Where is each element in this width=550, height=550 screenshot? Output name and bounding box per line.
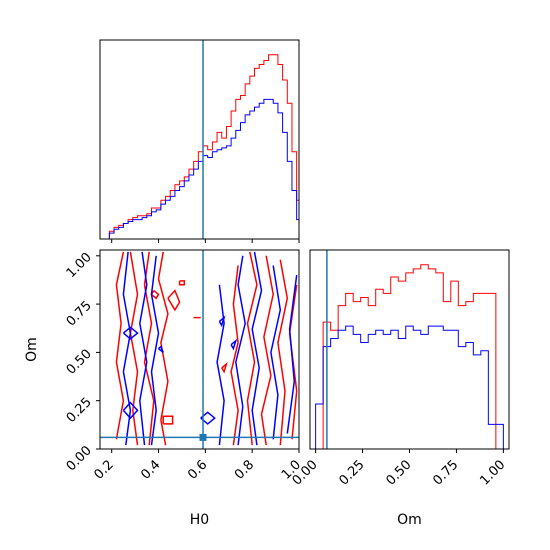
contour-blue-4 xyxy=(235,255,246,446)
joint-xtick-label-2: 0.6 xyxy=(185,457,210,482)
contour-red-11 xyxy=(162,415,174,425)
h0-hist-frame xyxy=(99,39,300,240)
joint-truth-marker xyxy=(199,433,207,441)
contour-red-6 xyxy=(260,255,274,446)
contour-red-14 xyxy=(221,361,228,374)
joint-xtick-label-3: 0.8 xyxy=(232,457,257,482)
contour-blue-5 xyxy=(251,251,263,446)
contour-red-0 xyxy=(115,251,125,440)
contour-blue-13 xyxy=(230,338,238,351)
contour-blue-6 xyxy=(270,265,282,440)
joint-ylabel: Om xyxy=(24,337,40,362)
contour-blue-12 xyxy=(218,315,226,328)
joint-frame xyxy=(99,249,300,450)
contour-blue-7 xyxy=(286,275,298,434)
contour-blue-8 xyxy=(122,401,139,420)
om-hist-xtick-label-4: 1.00 xyxy=(477,457,508,488)
om-hist-hist-red xyxy=(315,264,504,449)
contour-blue-2 xyxy=(150,255,160,446)
contour-red-7 xyxy=(277,259,289,446)
joint-xlabel: H0 xyxy=(190,512,209,528)
contour-blue-3 xyxy=(216,284,225,446)
joint-xtick-label-0: 0.2 xyxy=(92,457,117,482)
contour-blue-1 xyxy=(139,251,148,446)
joint-ytick-label-3: 0.75 xyxy=(64,298,95,329)
joint-ytick-label-0: 0.00 xyxy=(64,443,95,474)
contour-red-5 xyxy=(246,251,258,446)
contour-red-12 xyxy=(178,280,186,286)
joint-ytick-label-4: 1.00 xyxy=(64,250,95,281)
om-hist-hist-blue xyxy=(315,325,504,449)
joint-ytick-label-2: 0.50 xyxy=(64,347,95,378)
h0-hist-hist-blue xyxy=(100,98,299,239)
om-hist-xtick-label-1: 0.25 xyxy=(337,457,368,488)
contour-blue-9 xyxy=(200,411,216,425)
joint-ytick-label-1: 0.25 xyxy=(64,395,95,426)
contour-blue-10 xyxy=(122,326,139,340)
contour-red-4 xyxy=(230,265,239,446)
contour-blue-11 xyxy=(158,345,164,353)
h0-hist-hist-red xyxy=(100,54,299,239)
om-hist-xtick-label-3: 0.75 xyxy=(430,457,461,488)
contour-red-3 xyxy=(157,251,169,446)
om-hist-xtick-label-2: 0.50 xyxy=(383,457,414,488)
om-hist-xlabel: Om xyxy=(397,512,422,528)
joint-xtick-label-1: 0.4 xyxy=(138,457,163,482)
contour-red-9 xyxy=(167,289,181,312)
om-hist-frame xyxy=(309,249,510,450)
contour-red-1 xyxy=(129,251,139,446)
